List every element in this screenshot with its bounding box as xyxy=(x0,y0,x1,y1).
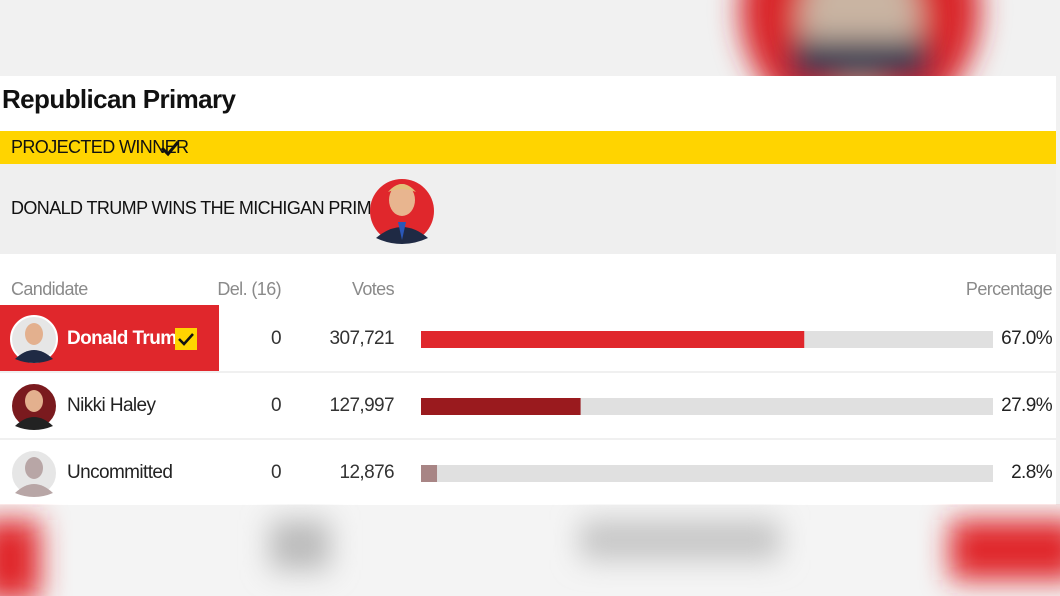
column-header: Percentage xyxy=(966,279,1053,299)
winner-banner xyxy=(0,131,1056,164)
avatar-body xyxy=(15,484,53,497)
percentage-label: 2.8% xyxy=(1011,462,1053,483)
headline: DONALD TRUMP WINS THE MICHIGAN PRIMARY xyxy=(11,198,407,218)
winner-check xyxy=(178,333,194,346)
delegates: 0 xyxy=(271,395,281,416)
results-table: Candidate Del. (16) Votes Percentage Donald … xyxy=(0,279,1056,497)
percentage-label: 67.0% xyxy=(1001,328,1053,349)
votes: 307,721 xyxy=(330,328,395,349)
avatar-face xyxy=(25,457,43,479)
votes: 12,876 xyxy=(339,462,394,483)
delegates: 0 xyxy=(271,462,281,483)
bar-track xyxy=(421,465,993,482)
column-header: Votes xyxy=(352,279,395,299)
banner-label: PROJECTED WINNER xyxy=(11,137,189,157)
percentage-bar xyxy=(421,331,805,348)
headline-box xyxy=(0,164,1056,254)
blurred-footer xyxy=(0,520,1060,596)
percentage-label: 27.9% xyxy=(1001,395,1053,416)
candidate-name: Uncommitted xyxy=(67,462,172,483)
avatar-face xyxy=(25,323,43,345)
panel-title: Republican Primary xyxy=(2,84,237,114)
delegates: 0 xyxy=(271,328,281,349)
column-header: Del. (16) xyxy=(217,279,281,299)
candidate-name: Donald Trump xyxy=(67,328,188,349)
avatar-face xyxy=(25,390,43,412)
winner-check-box xyxy=(175,328,197,350)
percentage-bar xyxy=(421,465,438,482)
bottom-background xyxy=(0,505,1060,596)
candidate-name: Nikki Haley xyxy=(67,395,157,416)
winner-avatar xyxy=(370,179,434,244)
avatar-body xyxy=(15,350,53,363)
votes: 127,997 xyxy=(330,395,395,416)
column-header: Candidate xyxy=(11,279,88,299)
avatar-body xyxy=(15,417,53,430)
check-icon xyxy=(160,141,180,157)
percentage-bar xyxy=(421,398,581,415)
